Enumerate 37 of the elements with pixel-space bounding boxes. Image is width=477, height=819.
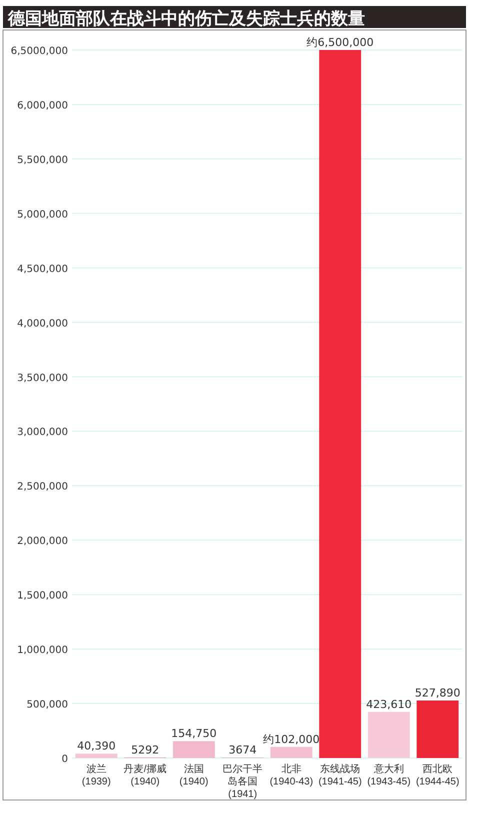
- chart-title: 德国地面部队在战斗中的伤亡及失踪士兵的数量: [7, 9, 365, 29]
- y-tick-label: 4,500,000: [17, 264, 68, 275]
- bar: [75, 754, 118, 758]
- y-tick-label: 5,000,000: [17, 209, 68, 220]
- data-label: 527,890: [414, 686, 460, 700]
- bar: [416, 700, 459, 758]
- x-tick-label: 意大利(1943-45): [367, 763, 411, 788]
- x-tick-label: 巴尔干半岛各国(1941): [222, 763, 263, 800]
- bar: [368, 712, 410, 758]
- x-tick-label: 波兰(1939): [82, 763, 111, 788]
- x-tick-label: 西北欧(1944-45): [416, 763, 460, 788]
- data-label: 3674: [228, 744, 257, 757]
- x-tick-label: 丹麦/挪威(1940): [124, 763, 167, 788]
- y-tick-label: 4,000,000: [17, 318, 68, 330]
- data-label: 40,390: [77, 740, 116, 753]
- y-tick-label: 500,000: [26, 700, 68, 711]
- y-tick-label: 6,000,000: [17, 100, 68, 112]
- x-tick-label: 东线战场(1941-45): [318, 763, 362, 788]
- y-tick-label: 1,000,000: [17, 645, 68, 656]
- data-label: 423,610: [366, 698, 412, 711]
- y-tick-label: 2,500,000: [17, 482, 68, 493]
- bar: [172, 741, 215, 758]
- y-tick-label: 2,000,000: [17, 536, 68, 548]
- data-label: 约102,000: [263, 732, 320, 746]
- y-tick-label: 1,500,000: [17, 590, 68, 602]
- y-tick-label: 3,000,000: [17, 427, 68, 438]
- data-label: 5292: [131, 743, 160, 756]
- x-tick-label: 北非(1940-43): [270, 763, 314, 788]
- data-label: 约6,500,000: [306, 36, 374, 49]
- data-label: 154,750: [171, 727, 217, 740]
- y-tick-label: 3,500,000: [17, 372, 68, 384]
- y-tick-label: 0: [62, 754, 68, 765]
- x-tick-label: 法国(1940): [179, 763, 208, 788]
- bar: [270, 746, 312, 758]
- bar: [319, 50, 362, 758]
- y-tick-label: 5,500,000: [17, 154, 68, 166]
- y-tick-label: 6,5000,000: [10, 46, 68, 57]
